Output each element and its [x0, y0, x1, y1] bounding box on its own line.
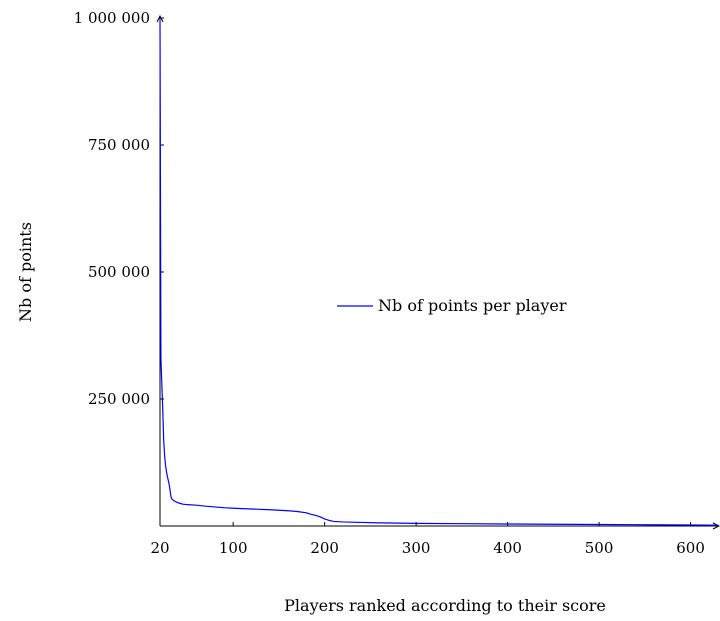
- x-tick-label: 200: [310, 539, 339, 557]
- y-axis-arrowhead: [156, 14, 164, 23]
- series-line-0: [159, 17, 719, 526]
- y-tick-label: 1 000 000: [74, 9, 150, 27]
- x-tick-label: 500: [585, 539, 614, 557]
- y-axis-title: Nb of points: [16, 222, 35, 322]
- x-tick-label: 400: [493, 539, 522, 557]
- series-layer: [159, 17, 719, 526]
- y-tick-label: 250 000: [88, 390, 150, 408]
- x-axis-arrowhead: [712, 522, 720, 530]
- legend-label: Nb of points per player: [378, 296, 567, 315]
- legend: Nb of points per player: [337, 296, 567, 315]
- ticks: 20 100 200 300 400 500 600 250 000 500 000 750 00…: [74, 9, 705, 557]
- x-tick-label: 300: [402, 539, 431, 557]
- x-axis-title: Players ranked according to their score: [284, 596, 606, 615]
- x-tick-label: 600: [676, 539, 705, 557]
- x-tick-label: 100: [219, 539, 248, 557]
- x-tick-label: 20: [150, 539, 169, 557]
- y-tick-label: 750 000: [88, 136, 150, 154]
- y-tick-label: 500 000: [88, 263, 150, 281]
- axes: [156, 14, 720, 530]
